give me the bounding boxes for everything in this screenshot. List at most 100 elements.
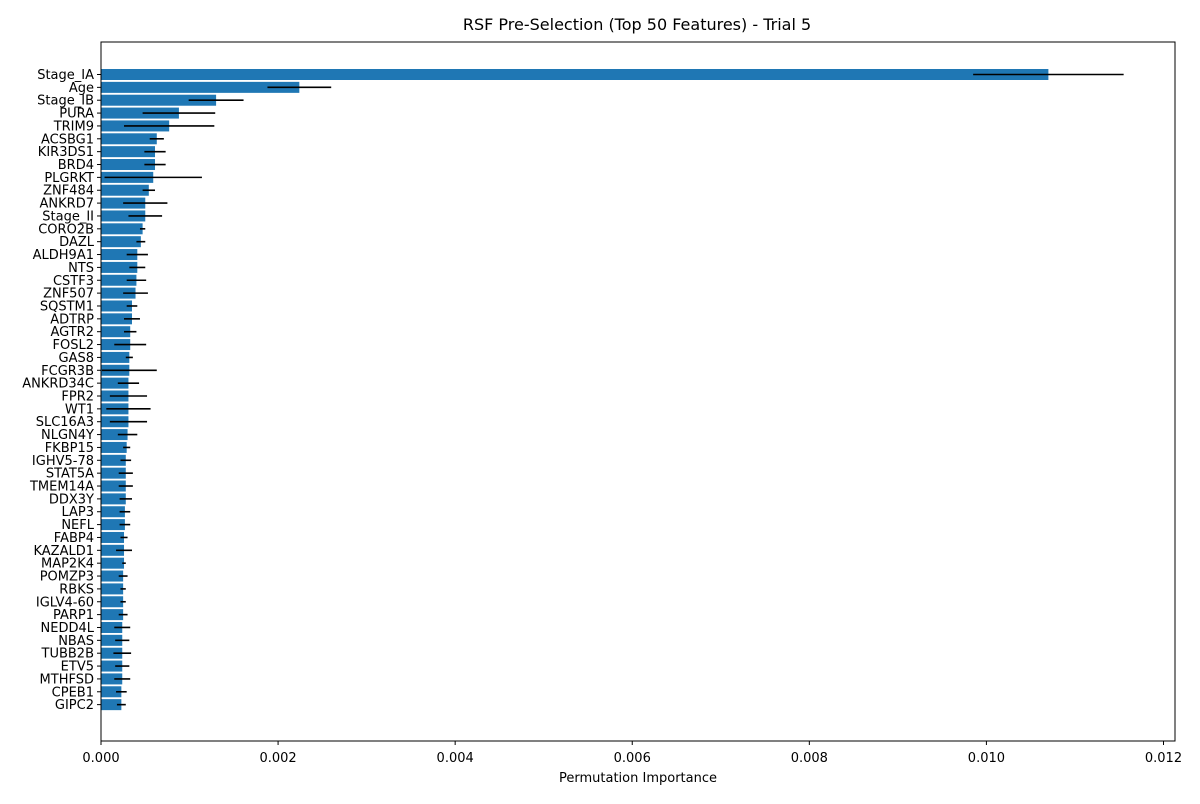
bar-CORO2B	[101, 223, 143, 235]
y-tick-label: CPEB1	[52, 685, 94, 700]
bar-ACSBG1	[101, 133, 157, 145]
chart-title: RSF Pre-Selection (Top 50 Features) - Tr…	[463, 15, 811, 34]
y-tick-label: DDX3Y	[49, 492, 94, 507]
bar-FABP4	[101, 531, 125, 543]
x-tick-label: 0.008	[791, 751, 828, 766]
bar-FKBP15	[101, 441, 127, 453]
bar-PARP1	[101, 609, 124, 621]
x-tick-label: 0.000	[82, 751, 119, 766]
y-tick-label: RBKS	[59, 582, 94, 597]
bar-POMZP3	[101, 570, 124, 582]
y-tick-label: NBAS	[58, 634, 94, 649]
y-tick-label: PLGRKT	[44, 171, 94, 186]
y-tick-label: BRD4	[58, 158, 94, 173]
bar-NEDD4L	[101, 621, 123, 633]
x-tick-label: 0.012	[1145, 751, 1182, 766]
y-tick-label: Stage_II	[42, 209, 94, 224]
plot-area	[101, 69, 1124, 711]
y-tick-label: ANKRD34C	[22, 377, 94, 392]
y-tick-label: PURA	[59, 107, 94, 122]
y-tick-label: GAS8	[59, 351, 95, 366]
y-tick-label: Stage_IA	[37, 68, 94, 83]
y-tick-label: AGTR2	[50, 325, 94, 340]
y-tick-label: NLGN4Y	[41, 428, 94, 443]
y-tick-label: NTS	[68, 261, 94, 276]
y-tick-label: TMEM14A	[29, 480, 94, 495]
y-tick-label: NEFL	[61, 518, 94, 533]
bar-ADTRP	[101, 313, 132, 325]
axes: Stage_IAAgeStage_IBPURATRIM9ACSBG1KIR3DS…	[22, 68, 1182, 766]
y-tick-label: Stage_IB	[37, 94, 94, 109]
bar-ANKRD34C	[101, 377, 129, 389]
bar-Age	[101, 81, 300, 93]
y-tick-label: ZNF484	[43, 184, 94, 199]
y-tick-label: MTHFSD	[40, 672, 94, 687]
bar-Stage_IB	[101, 94, 217, 106]
bar-SQSTM1	[101, 300, 132, 312]
bar-NBAS	[101, 634, 123, 646]
y-tick-label: KIR3DS1	[38, 145, 94, 160]
x-axis-label: Permutation Importance	[559, 771, 717, 786]
y-tick-label: STAT5A	[46, 467, 94, 482]
bar-MAP2K4	[101, 557, 125, 569]
y-tick-label: FABP4	[54, 531, 94, 546]
y-tick-label: FPR2	[61, 390, 94, 405]
y-tick-label: ACSBG1	[41, 132, 94, 147]
y-tick-label: ETV5	[61, 660, 94, 675]
bar-CPEB1	[101, 686, 122, 698]
plot-frame	[100, 41, 1176, 742]
bar-ZNF484	[101, 184, 149, 196]
bar-ALDH9A1	[101, 249, 138, 261]
y-tick-label: CORO2B	[38, 222, 94, 237]
y-tick-label: ZNF507	[43, 287, 94, 302]
bar-KIR3DS1	[101, 146, 156, 158]
y-tick-label: Age	[69, 81, 94, 96]
y-tick-label: IGHV5-78	[32, 454, 94, 469]
y-tick-label: ADTRP	[50, 312, 94, 327]
bar-MTHFSD	[101, 673, 123, 685]
y-tick-label: LAP3	[61, 505, 94, 520]
bar-TUBB2B	[101, 647, 123, 659]
bar-PURA	[101, 107, 179, 119]
y-tick-label: FOSL2	[53, 338, 94, 353]
bar-RBKS	[101, 583, 124, 595]
bar-CSTF3	[101, 274, 137, 286]
y-tick-label: DAZL	[59, 235, 95, 250]
y-tick-label: CSTF3	[53, 274, 94, 289]
x-tick-label: 0.010	[968, 751, 1005, 766]
y-tick-label: WT1	[65, 402, 94, 417]
bar-NLGN4Y	[101, 429, 128, 441]
x-tick-label: 0.004	[437, 751, 474, 766]
y-tick-label: FKBP15	[45, 441, 94, 456]
y-tick-label: PARP1	[53, 608, 94, 623]
bar-ANKRD7	[101, 197, 146, 209]
bar-NTS	[101, 261, 138, 273]
bar-LAP3	[101, 506, 125, 518]
bar-Stage_IA	[101, 69, 1049, 80]
y-tick-label: ANKRD7	[40, 197, 94, 212]
bar-Stage_II	[101, 210, 146, 222]
bar-IGLV4-60	[101, 596, 124, 608]
bar-BRD4	[101, 159, 156, 171]
x-tick-label: 0.006	[614, 751, 651, 766]
bar-GIPC2	[101, 699, 122, 711]
x-tick-label: 0.002	[259, 751, 296, 766]
bar-AGTR2	[101, 326, 131, 338]
bar-KAZALD1	[101, 544, 125, 556]
y-tick-label: MAP2K4	[41, 557, 94, 572]
y-tick-label: TUBB2B	[41, 647, 94, 662]
bar-ZNF507	[101, 287, 136, 299]
y-tick-label: SQSTM1	[40, 299, 94, 314]
y-tick-label: KAZALD1	[33, 544, 94, 559]
y-tick-label: POMZP3	[40, 570, 94, 585]
y-tick-label: FCGR3B	[41, 364, 94, 379]
y-tick-label: SLC16A3	[36, 415, 94, 430]
bar-TMEM14A	[101, 480, 126, 492]
bar-DAZL	[101, 236, 141, 248]
bar-ETV5	[101, 660, 123, 672]
y-tick-label: NEDD4L	[41, 621, 95, 636]
y-tick-label: GIPC2	[55, 698, 94, 713]
y-tick-label: IGLV4-60	[36, 595, 94, 610]
